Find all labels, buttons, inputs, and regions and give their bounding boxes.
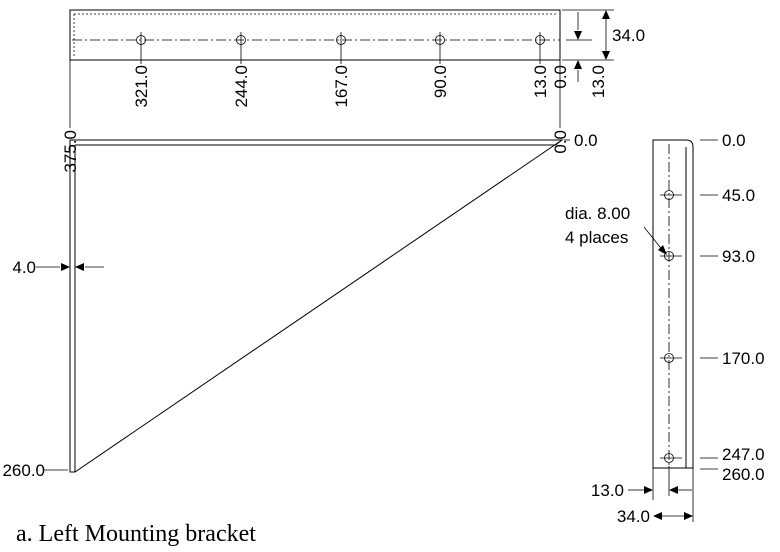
side-view-outline: [652, 139, 694, 469]
top-view-hole: [136, 32, 146, 48]
top-view-hole: [435, 32, 445, 48]
arrowhead: [653, 512, 662, 520]
arrowhead: [658, 245, 667, 255]
hole-label-90: 90.0: [431, 65, 450, 98]
hole-callout-count: 4 places: [565, 228, 628, 247]
side-view-hole: [660, 251, 682, 261]
hole-position-label: 45.0: [722, 186, 755, 205]
arrowhead: [669, 486, 678, 494]
thickness-label: 4.0: [12, 258, 36, 277]
side-width-label: 34.0: [617, 507, 650, 526]
width-label: 34.0: [612, 26, 645, 45]
side-offset-label: 13.0: [591, 481, 624, 500]
side-view-hole: [660, 190, 682, 200]
arrowhead: [602, 10, 610, 19]
top-view-outline: [69, 9, 561, 61]
hole-position-label: 170.0: [722, 349, 765, 368]
front-bottom-label: 260.0: [2, 461, 45, 480]
arrowhead: [684, 512, 693, 520]
bracket-outline: [69, 139, 564, 473]
hole-position-label: 247.0: [722, 445, 765, 464]
front-view: 0.0 260.0 4.0: [2, 131, 597, 480]
hole-label-321: 321.0: [132, 65, 151, 108]
corner-edge: [555, 139, 563, 146]
arrowhead: [61, 263, 70, 271]
arrowhead: [75, 263, 84, 271]
hole-label-13: 13.0: [531, 65, 550, 98]
side-view-hole: [660, 453, 682, 463]
arrowhead: [602, 51, 610, 60]
side-view: 0.0 45.0 93.0 170.0 247.0 260.0 dia. 8.0…: [565, 131, 765, 526]
hole-label-244: 244.0: [232, 65, 251, 108]
top-view-hole: [236, 32, 246, 48]
hole-callout-diameter: dia. 8.00: [565, 204, 630, 223]
offset-label: 13.0: [589, 65, 608, 98]
length-label-0: 0.0: [551, 130, 570, 154]
side-top-label: 0.0: [722, 131, 746, 150]
arrowhead: [644, 486, 653, 494]
arrowhead: [574, 60, 582, 69]
top-view: 321.0 244.0 167.0 90.0 13.0 0.0 375.0 0.…: [61, 9, 645, 173]
hole-position-label: 93.0: [722, 247, 755, 266]
hole-label-167: 167.0: [332, 65, 351, 108]
top-view-hole: [535, 32, 545, 48]
front-top-label: 0.0: [574, 131, 598, 150]
top-view-hole: [336, 32, 346, 48]
side-bottom-label: 260.0: [722, 465, 765, 484]
side-view-hole: [660, 353, 682, 363]
arrowhead: [574, 31, 582, 40]
hole-label-0: 0.0: [551, 65, 570, 89]
figure-caption: a. Left Mounting bracket: [16, 521, 256, 547]
